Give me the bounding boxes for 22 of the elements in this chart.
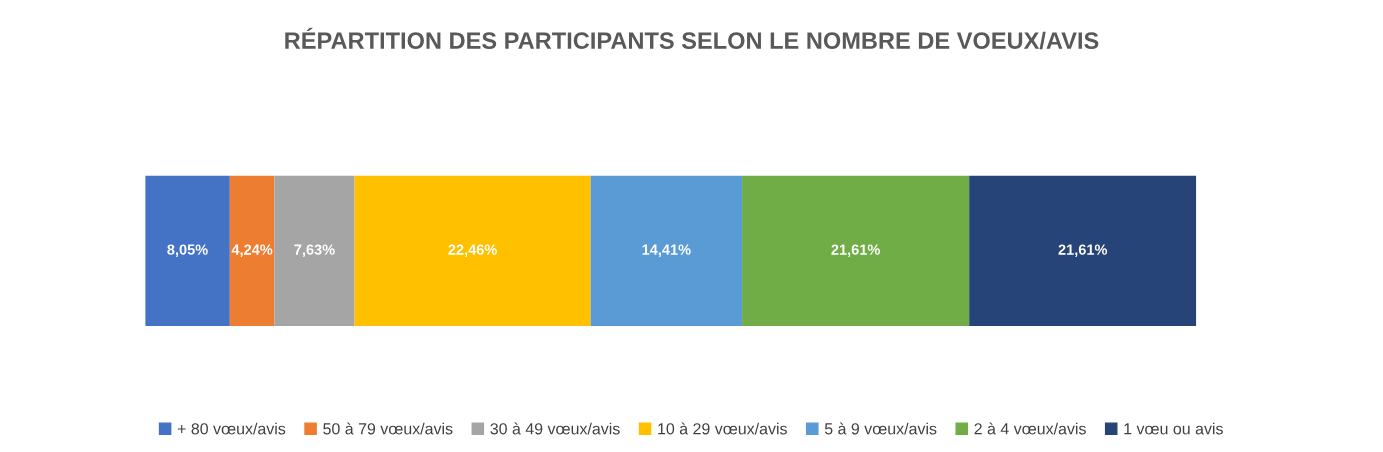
legend-label: 50 à 79 vœux/avis bbox=[323, 422, 453, 435]
legend-label: 5 à 9 vœux/avis bbox=[824, 422, 937, 435]
data-label: 21,61% bbox=[831, 244, 880, 257]
legend-label: + 80 vœux/avis bbox=[177, 422, 286, 435]
data-label: 4,24% bbox=[231, 244, 273, 257]
bar bbox=[742, 175, 970, 326]
bar bbox=[145, 175, 230, 326]
bar bbox=[354, 175, 591, 326]
legend-label: 1 vœu ou avis bbox=[1124, 422, 1223, 435]
bar bbox=[969, 175, 1197, 326]
data-label: 14,41% bbox=[642, 244, 691, 257]
chart-title: RÉPARTITION DES PARTICIPANTS SELON LE NOMBRE DE VOEUX/AVIS bbox=[285, 27, 1099, 50]
bar bbox=[274, 175, 355, 326]
data-label: 7,63% bbox=[294, 244, 335, 257]
legend-label: 2 à 4 vœux/avis bbox=[974, 422, 1086, 435]
data-label: 8,05% bbox=[167, 244, 208, 257]
bar bbox=[229, 175, 275, 326]
data-label: 22,46% bbox=[448, 244, 497, 257]
bar bbox=[590, 175, 743, 326]
data-label: 21,61% bbox=[1058, 244, 1108, 257]
legend-label: 10 à 29 vœux/avis bbox=[658, 422, 787, 435]
legend-label: 30 à 49 vœux/avis bbox=[490, 422, 620, 435]
